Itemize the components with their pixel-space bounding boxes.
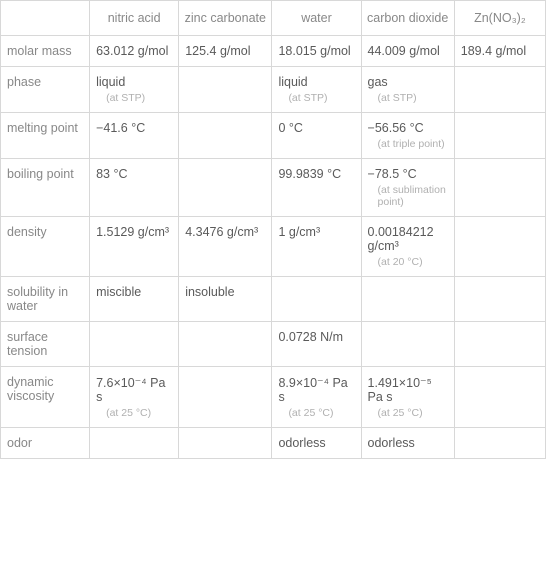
cell-viscosity-zinc <box>179 367 272 428</box>
label-solubility: solubility in water <box>1 277 90 322</box>
header-znno3: Zn(NO₃)₂ <box>454 1 545 36</box>
cell-viscosity-co2: 1.491×10⁻⁵ Pa s (at 25 °C) <box>361 367 454 428</box>
cell-melting-co2: −56.56 °C (at triple point) <box>361 113 454 159</box>
note-melting-co2: (at triple point) <box>368 138 448 150</box>
cell-phase-znno3 <box>454 67 545 113</box>
row-melting-point: melting point −41.6 °C 0 °C −56.56 °C (a… <box>1 113 546 159</box>
note-viscosity-co2: (at 25 °C) <box>368 407 448 419</box>
header-carbon-dioxide: carbon dioxide <box>361 1 454 36</box>
cell-boiling-co2: −78.5 °C (at sublimation point) <box>361 159 454 217</box>
cell-boiling-zinc <box>179 159 272 217</box>
properties-table: nitric acid zinc carbonate water carbon … <box>0 0 546 459</box>
val-density-co2: 0.00184212 g/cm³ <box>368 225 434 253</box>
note-boiling-co2: (at sublimation point) <box>368 184 448 208</box>
cell-molar-mass-znno3: 189.4 g/mol <box>454 36 545 67</box>
row-phase: phase liquid (at STP) liquid (at STP) ga… <box>1 67 546 113</box>
cell-odor-zinc <box>179 428 272 459</box>
label-melting-point: melting point <box>1 113 90 159</box>
cell-surface-water: 0.0728 N/m <box>272 322 361 367</box>
cell-phase-nitric: liquid (at STP) <box>90 67 179 113</box>
cell-molar-mass-zinc: 125.4 g/mol <box>179 36 272 67</box>
row-density: density 1.5129 g/cm³ 4.3476 g/cm³ 1 g/cm… <box>1 217 546 277</box>
cell-molar-mass-nitric: 63.012 g/mol <box>90 36 179 67</box>
val-boiling-co2: −78.5 °C <box>368 167 417 181</box>
cell-melting-znno3 <box>454 113 545 159</box>
label-phase: phase <box>1 67 90 113</box>
cell-surface-zinc <box>179 322 272 367</box>
label-surface-tension: surface tension <box>1 322 90 367</box>
cell-solubility-water <box>272 277 361 322</box>
label-molar-mass: molar mass <box>1 36 90 67</box>
cell-odor-znno3 <box>454 428 545 459</box>
cell-viscosity-znno3 <box>454 367 545 428</box>
val-viscosity-water: 8.9×10⁻⁴ Pa s <box>278 376 347 404</box>
cell-viscosity-nitric: 7.6×10⁻⁴ Pa s (at 25 °C) <box>90 367 179 428</box>
cell-solubility-zinc: insoluble <box>179 277 272 322</box>
row-surface-tension: surface tension 0.0728 N/m <box>1 322 546 367</box>
cell-density-co2: 0.00184212 g/cm³ (at 20 °C) <box>361 217 454 277</box>
row-molar-mass: molar mass 63.012 g/mol 125.4 g/mol 18.0… <box>1 36 546 67</box>
label-density: density <box>1 217 90 277</box>
cell-boiling-znno3 <box>454 159 545 217</box>
cell-surface-nitric <box>90 322 179 367</box>
cell-boiling-nitric: 83 °C <box>90 159 179 217</box>
cell-odor-water: odorless <box>272 428 361 459</box>
cell-phase-zinc <box>179 67 272 113</box>
val-phase-co2: gas <box>368 75 388 89</box>
cell-phase-water: liquid (at STP) <box>272 67 361 113</box>
note-phase-co2: (at STP) <box>368 92 448 104</box>
cell-odor-co2: odorless <box>361 428 454 459</box>
cell-phase-co2: gas (at STP) <box>361 67 454 113</box>
val-viscosity-co2: 1.491×10⁻⁵ Pa s <box>368 376 432 404</box>
cell-solubility-znno3 <box>454 277 545 322</box>
header-zinc-carbonate: zinc carbonate <box>179 1 272 36</box>
cell-solubility-co2 <box>361 277 454 322</box>
note-viscosity-nitric: (at 25 °C) <box>96 407 172 419</box>
row-dynamic-viscosity: dynamic viscosity 7.6×10⁻⁴ Pa s (at 25 °… <box>1 367 546 428</box>
cell-viscosity-water: 8.9×10⁻⁴ Pa s (at 25 °C) <box>272 367 361 428</box>
cell-surface-znno3 <box>454 322 545 367</box>
note-viscosity-water: (at 25 °C) <box>278 407 354 419</box>
note-phase-water: (at STP) <box>278 92 354 104</box>
cell-odor-nitric <box>90 428 179 459</box>
cell-melting-zinc <box>179 113 272 159</box>
row-boiling-point: boiling point 83 °C 99.9839 °C −78.5 °C … <box>1 159 546 217</box>
header-nitric-acid: nitric acid <box>90 1 179 36</box>
cell-density-water: 1 g/cm³ <box>272 217 361 277</box>
val-phase-nitric: liquid <box>96 75 125 89</box>
header-corner <box>1 1 90 36</box>
label-dynamic-viscosity: dynamic viscosity <box>1 367 90 428</box>
cell-boiling-water: 99.9839 °C <box>272 159 361 217</box>
header-water: water <box>272 1 361 36</box>
row-odor: odor odorless odorless <box>1 428 546 459</box>
cell-melting-water: 0 °C <box>272 113 361 159</box>
cell-surface-co2 <box>361 322 454 367</box>
cell-density-nitric: 1.5129 g/cm³ <box>90 217 179 277</box>
label-odor: odor <box>1 428 90 459</box>
note-phase-nitric: (at STP) <box>96 92 172 104</box>
val-viscosity-nitric: 7.6×10⁻⁴ Pa s <box>96 376 165 404</box>
cell-melting-nitric: −41.6 °C <box>90 113 179 159</box>
cell-density-zinc: 4.3476 g/cm³ <box>179 217 272 277</box>
row-solubility: solubility in water miscible insoluble <box>1 277 546 322</box>
cell-solubility-nitric: miscible <box>90 277 179 322</box>
note-density-co2: (at 20 °C) <box>368 256 448 268</box>
val-melting-co2: −56.56 °C <box>368 121 424 135</box>
header-row: nitric acid zinc carbonate water carbon … <box>1 1 546 36</box>
label-boiling-point: boiling point <box>1 159 90 217</box>
cell-density-znno3 <box>454 217 545 277</box>
cell-molar-mass-water: 18.015 g/mol <box>272 36 361 67</box>
val-phase-water: liquid <box>278 75 307 89</box>
cell-molar-mass-co2: 44.009 g/mol <box>361 36 454 67</box>
